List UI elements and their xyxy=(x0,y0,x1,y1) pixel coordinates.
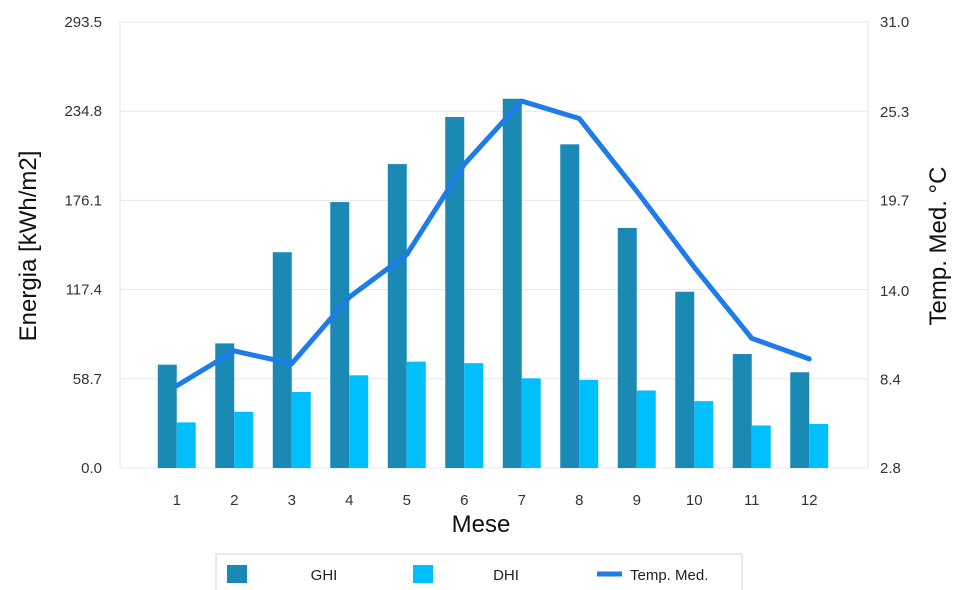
x-tick-label: 7 xyxy=(518,492,526,509)
legend: GHI DHI Temp. Med. xyxy=(215,553,743,590)
y2-tick-label: 2.8 xyxy=(880,460,901,477)
temperature-point-5 xyxy=(405,253,408,256)
y2-axis-title: Temp. Med. °C xyxy=(925,167,952,326)
y2-tick-label: 31.0 xyxy=(880,14,909,31)
legend-label-dhi: DHI xyxy=(493,567,519,584)
bar-dhi-7 xyxy=(521,378,541,468)
x-tick-label: 1 xyxy=(173,492,181,509)
temperature-line xyxy=(174,98,812,389)
bar-ghi-6 xyxy=(445,116,465,468)
x-tick-label: 4 xyxy=(345,492,353,509)
y2-tick-label: 25.3 xyxy=(880,104,909,121)
bar-dhi-6 xyxy=(464,363,484,468)
temperature-point-11 xyxy=(750,337,753,340)
x-tick-label: 3 xyxy=(288,492,296,509)
y-axis-title: Energia [kWh/m2] xyxy=(15,151,42,342)
bar-dhi-9 xyxy=(636,390,656,468)
temperature-point-8 xyxy=(578,117,581,120)
x-tick-label: 12 xyxy=(801,492,818,509)
bar-ghi-8 xyxy=(560,144,580,468)
temperature-point-1 xyxy=(175,384,178,387)
bars xyxy=(157,98,829,469)
legend-frame xyxy=(215,553,743,590)
bar-dhi-11 xyxy=(751,425,771,468)
bar-dhi-3 xyxy=(291,392,311,468)
y-tick-label: 176.1 xyxy=(64,192,102,209)
temperature-point-12 xyxy=(808,357,811,360)
y2-tick-label: 14.0 xyxy=(880,283,909,300)
bar-ghi-11 xyxy=(732,354,752,468)
temperature-point-3 xyxy=(290,362,293,365)
bar-ghi-7 xyxy=(502,98,522,468)
y-tick-label: 117.4 xyxy=(66,282,102,299)
bar-dhi-12 xyxy=(809,423,829,468)
x-tick-label: 5 xyxy=(403,492,411,509)
x-axis-ticks: 1 2 3 4 5 6 7 8 9 10 11 12 xyxy=(173,492,818,509)
bar-ghi-10 xyxy=(675,291,695,468)
bar-ghi-1 xyxy=(157,364,177,468)
bar-ghi-9 xyxy=(617,227,637,468)
bar-ghi-12 xyxy=(790,372,810,468)
bar-dhi-1 xyxy=(176,422,196,468)
x-tick-label: 2 xyxy=(230,492,238,509)
temperature-point-4 xyxy=(348,296,351,299)
y-tick-label: 58.7 xyxy=(73,371,102,388)
temperature-point-7 xyxy=(520,100,523,103)
temperature-point-2 xyxy=(233,349,236,352)
y-tick-label: 293.5 xyxy=(64,14,102,31)
bar-dhi-2 xyxy=(234,411,254,468)
legend-swatch-ghi xyxy=(227,565,247,583)
x-tick-label: 6 xyxy=(460,492,468,509)
temperature-point-9 xyxy=(635,190,638,193)
y2-tick-label: 8.4 xyxy=(880,371,901,388)
x-tick-label: 8 xyxy=(575,492,583,509)
temperature-line-group xyxy=(174,98,812,389)
bar-ghi-5 xyxy=(387,164,407,468)
x-tick-label: 11 xyxy=(744,492,760,509)
x-tick-label: 9 xyxy=(633,492,641,509)
y-tick-label: 0.0 xyxy=(81,460,102,477)
temperature-point-6 xyxy=(463,163,466,166)
y-tick-label: 234.8 xyxy=(64,103,102,120)
bar-dhi-4 xyxy=(349,375,369,468)
bar-dhi-5 xyxy=(406,361,426,468)
bar-dhi-10 xyxy=(694,401,714,468)
legend-label-temp: Temp. Med. xyxy=(630,567,708,584)
x-tick-label: 10 xyxy=(686,492,703,509)
bar-dhi-8 xyxy=(579,379,599,468)
legend-label-ghi: GHI xyxy=(311,567,338,584)
x-axis-title: Mese xyxy=(452,511,511,538)
temperature-point-10 xyxy=(693,266,696,269)
left-axis-ticks: 0.0 58.7 117.4 176.1 234.8 293.5 xyxy=(64,14,102,477)
bar-ghi-2 xyxy=(215,343,235,468)
right-axis-ticks: 2.8 8.4 14.0 19.7 25.3 31.0 xyxy=(880,14,909,477)
legend-swatch-dhi xyxy=(413,565,433,583)
y2-tick-label: 19.7 xyxy=(880,193,909,210)
bar-ghi-4 xyxy=(330,202,350,469)
